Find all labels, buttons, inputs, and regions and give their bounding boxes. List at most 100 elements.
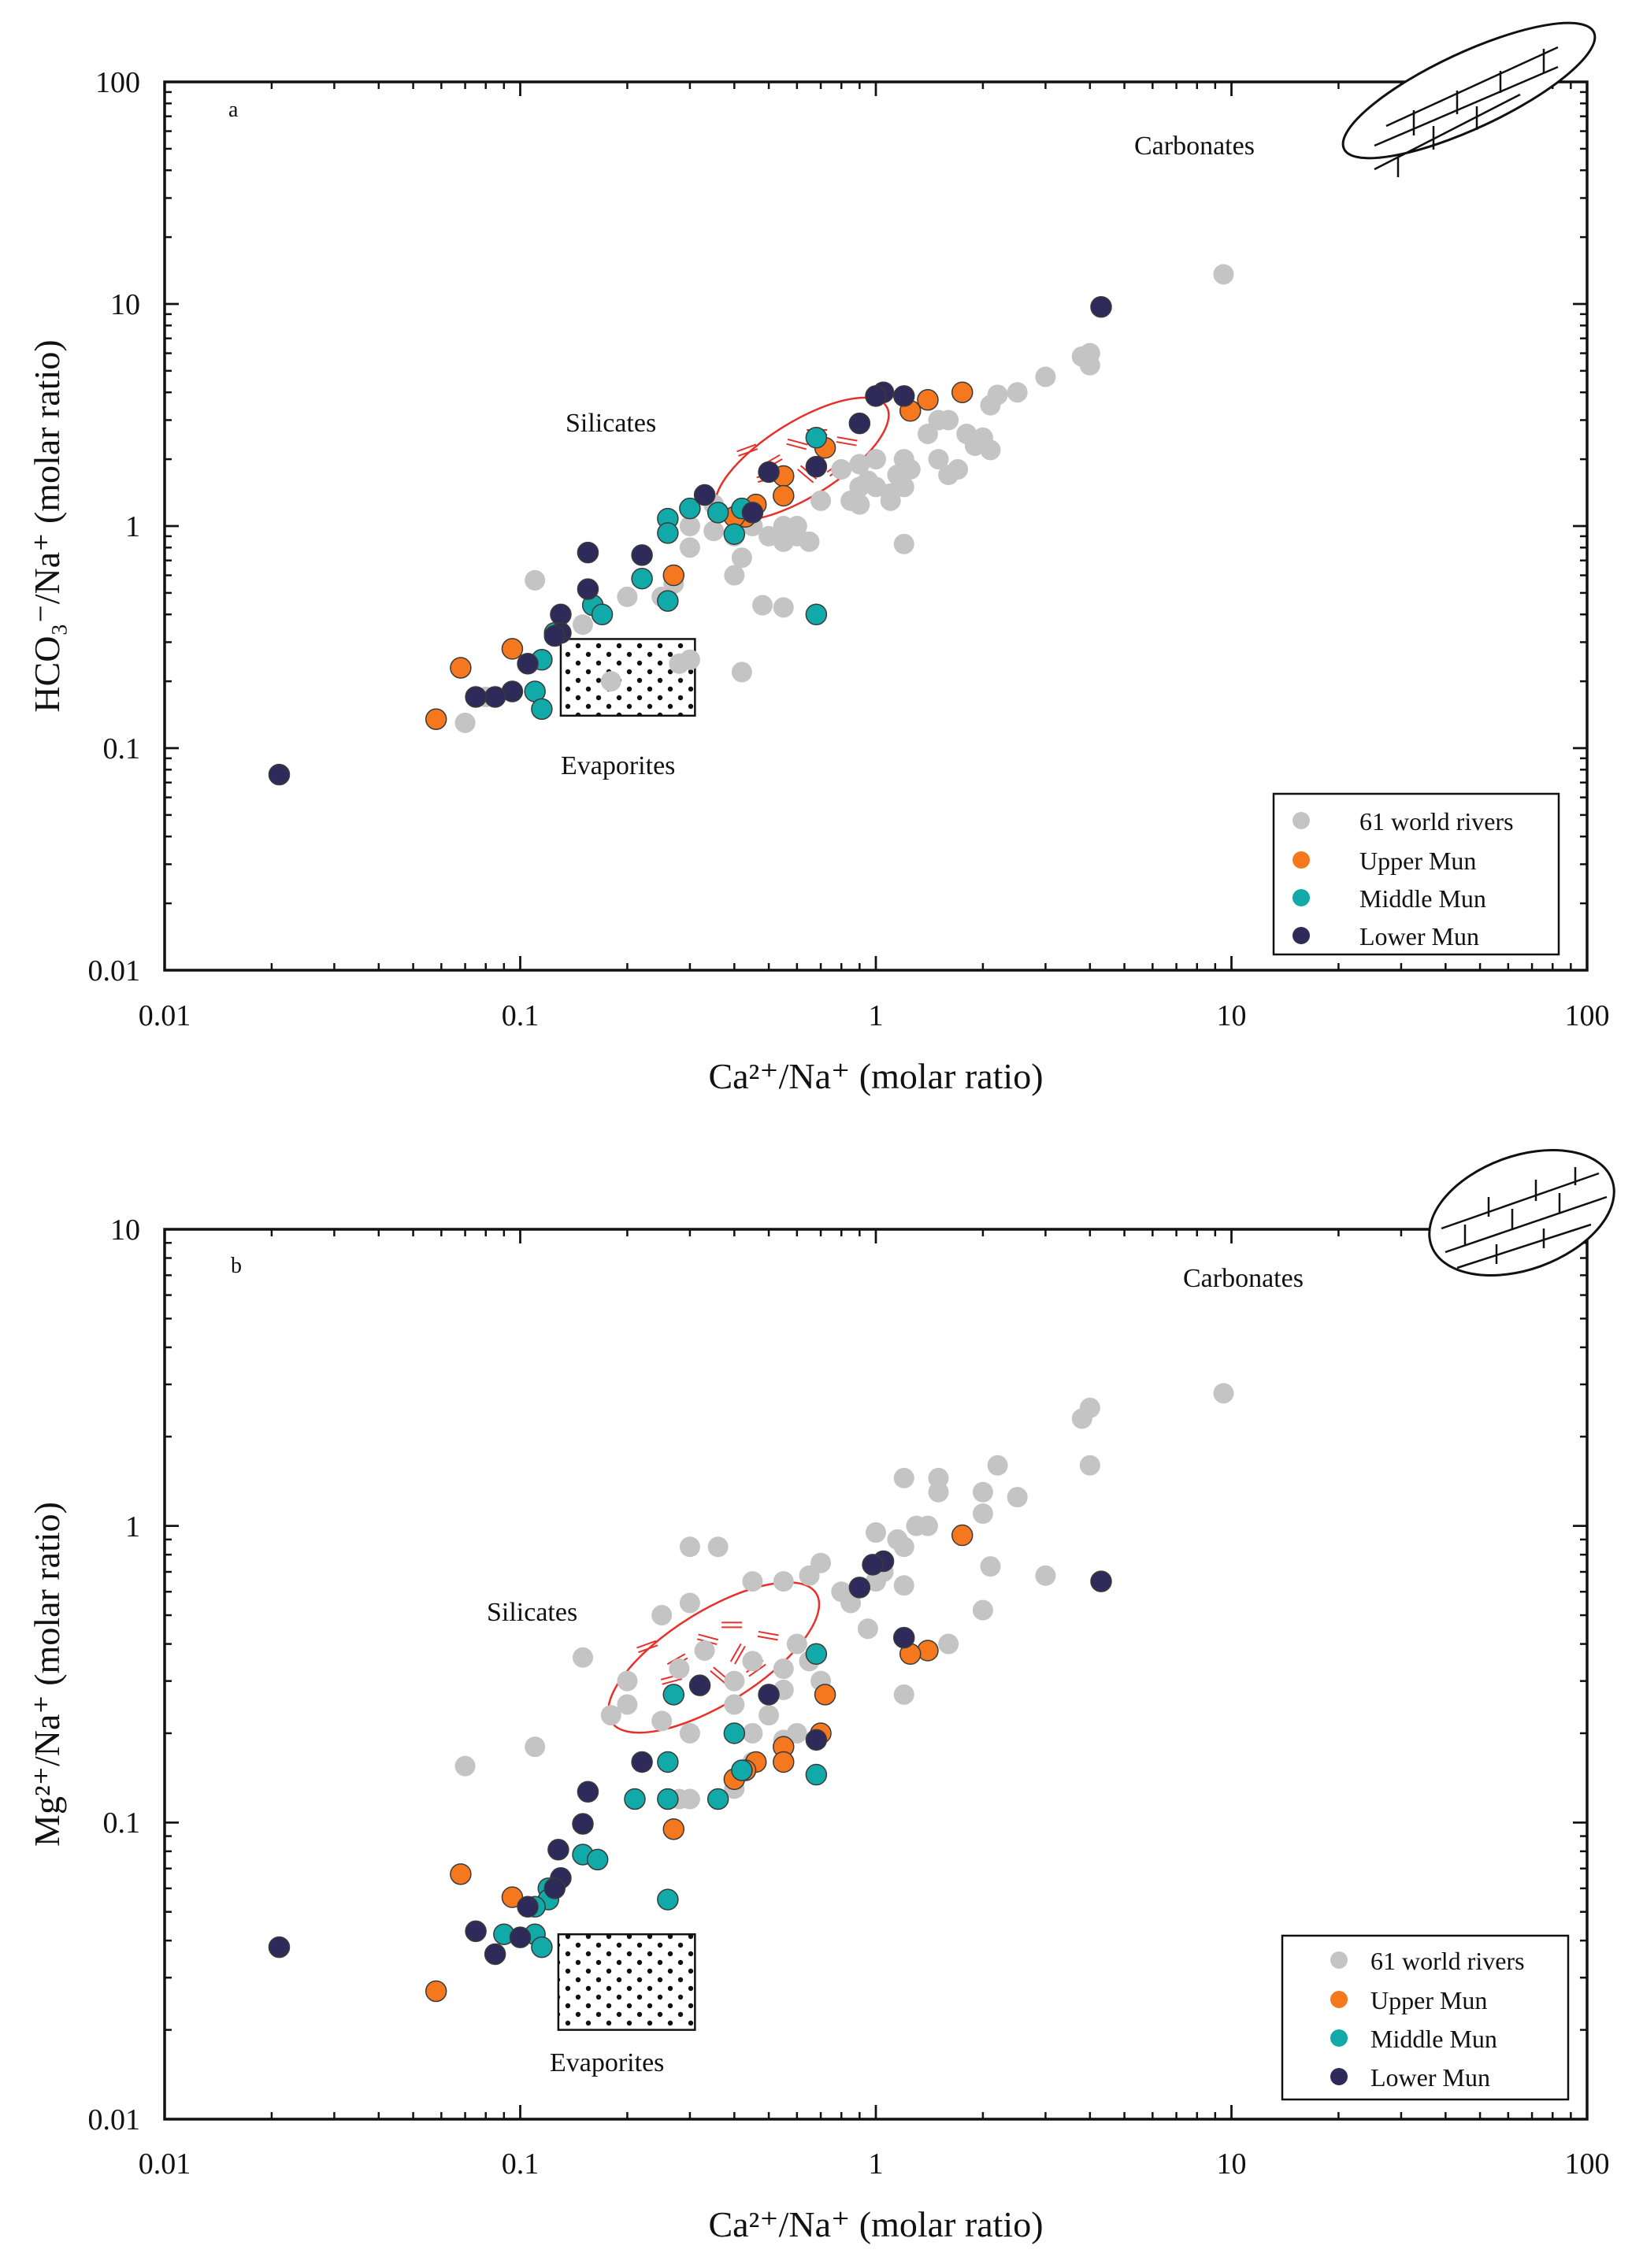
point-world (742, 1722, 763, 1744)
silicate-hatch (757, 1630, 779, 1641)
point-world (454, 1755, 476, 1777)
point-world (617, 1694, 638, 1715)
point-world (1213, 1383, 1234, 1404)
point-lower (631, 544, 653, 566)
point-world (694, 1640, 715, 1661)
point-world (980, 395, 1001, 416)
point-middle (657, 1888, 679, 1910)
point-world (617, 586, 638, 607)
point-upper (425, 1980, 447, 2003)
point-world (600, 1705, 621, 1726)
point-world (917, 423, 938, 444)
point-lower (484, 686, 506, 708)
point-lower (543, 624, 566, 647)
point-world (887, 1529, 908, 1550)
point-lower (631, 1751, 653, 1773)
point-world (525, 569, 546, 591)
point-lower (1090, 1570, 1112, 1592)
point-upper (662, 564, 685, 587)
legend-box (1272, 792, 1560, 956)
legend-label: 61 world rivers (1359, 807, 1514, 836)
point-world (679, 1722, 700, 1744)
point-middle (631, 567, 653, 590)
point-upper (450, 657, 472, 679)
point-world (810, 490, 832, 511)
point-lower (577, 541, 599, 564)
point-world (893, 1575, 914, 1596)
x-tick-label: 0.01 (139, 2148, 191, 2181)
point-lower (848, 1577, 871, 1599)
point-lower (862, 1554, 884, 1576)
silicate-hatch (721, 1621, 743, 1629)
point-lower (509, 1926, 532, 1948)
legend-swatch-world (1293, 812, 1310, 829)
y-tick-label: 0.1 (103, 732, 141, 765)
point-world (758, 1705, 780, 1726)
point-world (928, 1481, 949, 1503)
point-world (758, 525, 780, 547)
point-world (893, 1467, 914, 1488)
point-world (724, 1694, 745, 1715)
point-upper (501, 1886, 524, 1908)
point-world (1007, 382, 1028, 403)
point-world (1035, 1565, 1056, 1586)
silicate-hatch (836, 436, 858, 447)
point-world (786, 1633, 807, 1655)
point-middle (707, 502, 729, 524)
point-upper (951, 1524, 974, 1547)
point-world (786, 1722, 807, 1744)
point-upper (662, 1818, 685, 1840)
point-world (752, 595, 773, 616)
point-world (773, 516, 794, 536)
legend: 61 world rivers Upper Mun Middle Mun Low… (1281, 1934, 1570, 2101)
y-tick-label: 1 (125, 510, 140, 543)
point-world (679, 537, 700, 558)
point-world (773, 1571, 794, 1592)
point-lower (543, 1877, 566, 1899)
legend: 61 world rivers Upper Mun Middle Mun Low… (1272, 792, 1560, 956)
x-tick-label: 100 (1565, 999, 1610, 1032)
point-upper (773, 1751, 795, 1773)
point-upper (773, 484, 795, 507)
point-upper (814, 1684, 836, 1706)
point-lower (517, 1896, 539, 1918)
x-tick-label: 0.1 (502, 999, 540, 1032)
point-world (893, 533, 914, 554)
silicates-label: Silicates (566, 409, 656, 438)
point-world (1035, 366, 1056, 387)
point-middle (805, 1643, 828, 1666)
point-world (880, 490, 901, 511)
point-lower (577, 578, 599, 600)
legend-box (1281, 1934, 1570, 2101)
point-upper (501, 638, 524, 660)
y-tick-label: 0.01 (88, 2103, 141, 2136)
point-lower (805, 455, 828, 478)
silicate-hatch (636, 1640, 658, 1654)
x-tick-label: 0.1 (502, 2148, 540, 2181)
point-world (857, 1618, 878, 1640)
evaporites-region (559, 638, 696, 717)
point-lower (893, 1626, 915, 1649)
point-world (454, 712, 476, 733)
y-tick-label: 0.01 (88, 954, 141, 988)
point-world (980, 1556, 1001, 1577)
point-world (893, 1684, 914, 1705)
point-world (724, 1670, 745, 1692)
point-lower (572, 1813, 594, 1835)
point-middle (731, 1759, 753, 1781)
point-middle (723, 523, 746, 545)
y-tick-label: 0.1 (103, 1807, 141, 1840)
x-tick-label: 10 (1217, 2148, 1247, 2181)
point-world (1071, 1408, 1092, 1429)
legend-label: Upper Mun (1370, 1986, 1487, 2014)
carbonates-label: Carbonates (1134, 132, 1255, 161)
y-tick-label: 1 (125, 1510, 140, 1544)
data-points (268, 1383, 1234, 2003)
point-lower (484, 1943, 506, 1966)
legend-swatch-middle (1293, 889, 1310, 906)
y-tick-label: 10 (110, 288, 140, 321)
point-world (866, 1522, 886, 1544)
legend-swatch-upper (1330, 1991, 1348, 2008)
legend-swatch-lower (1293, 927, 1310, 944)
